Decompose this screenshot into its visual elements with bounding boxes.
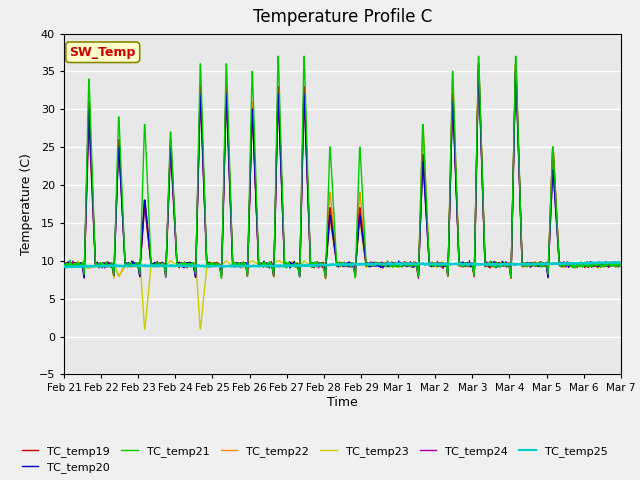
Line: TC_temp25: TC_temp25	[64, 262, 621, 268]
TC_temp22	[171, 216, 179, 222]
TC_temp20	[544, 275, 552, 281]
Line: TC_temp20: TC_temp20	[64, 72, 621, 278]
TC_temp21	[552, 188, 559, 194]
TC_temp21	[184, 262, 191, 267]
TC_temp20	[475, 69, 483, 74]
TC_temp25	[429, 261, 437, 267]
Line: TC_temp24: TC_temp24	[64, 72, 621, 278]
TC_temp19	[170, 207, 178, 213]
TC_temp24	[60, 262, 68, 267]
TC_temp24	[429, 261, 437, 266]
Text: SW_Temp: SW_Temp	[70, 46, 136, 59]
TC_temp23	[429, 264, 437, 270]
TC_temp19	[552, 188, 559, 194]
TC_temp22	[429, 262, 437, 268]
TC_temp24	[184, 261, 191, 266]
TC_temp20	[429, 263, 436, 268]
TC_temp23	[475, 61, 483, 67]
TC_temp21	[502, 261, 510, 266]
TC_temp22	[475, 61, 483, 67]
TC_temp19	[502, 262, 509, 268]
TC_temp21	[246, 139, 254, 144]
TC_temp23	[552, 188, 559, 194]
TC_temp19	[475, 61, 483, 67]
TC_temp23	[171, 261, 179, 266]
TC_temp22	[502, 263, 510, 268]
TC_temp22	[110, 275, 118, 281]
TC_temp21	[218, 276, 225, 281]
TC_temp19	[507, 276, 515, 281]
TC_temp23	[617, 264, 625, 269]
TC_temp24	[552, 203, 559, 208]
TC_temp23	[60, 262, 68, 267]
TC_temp20	[184, 260, 191, 265]
X-axis label: Time: Time	[327, 396, 358, 409]
Y-axis label: Temperature (C): Temperature (C)	[20, 153, 33, 255]
TC_temp25	[63, 265, 70, 271]
TC_temp24	[502, 263, 510, 269]
TC_temp24	[475, 69, 483, 74]
TC_temp24	[246, 181, 254, 187]
TC_temp21	[60, 264, 68, 270]
TC_temp22	[617, 261, 625, 266]
TC_temp21	[170, 204, 178, 210]
TC_temp20	[502, 262, 509, 267]
Title: Temperature Profile C: Temperature Profile C	[253, 9, 432, 26]
TC_temp25	[171, 264, 179, 269]
TC_temp24	[617, 263, 625, 268]
TC_temp19	[617, 261, 625, 266]
Line: TC_temp21: TC_temp21	[64, 56, 621, 278]
TC_temp25	[246, 263, 254, 269]
TC_temp20	[617, 262, 625, 268]
TC_temp19	[429, 260, 436, 266]
TC_temp24	[170, 214, 178, 220]
TC_temp23	[184, 261, 192, 267]
TC_temp23	[246, 259, 254, 264]
TC_temp20	[552, 202, 559, 207]
TC_temp21	[617, 262, 625, 268]
TC_temp20	[60, 261, 68, 267]
TC_temp20	[246, 177, 254, 183]
Line: TC_temp19: TC_temp19	[64, 64, 621, 278]
TC_temp19	[246, 177, 254, 183]
TC_temp21	[274, 53, 282, 59]
TC_temp25	[60, 264, 68, 269]
TC_temp22	[552, 189, 559, 194]
TC_temp21	[429, 262, 437, 268]
TC_temp24	[415, 275, 422, 281]
TC_temp22	[184, 262, 192, 267]
TC_temp23	[141, 326, 148, 332]
TC_temp25	[502, 262, 509, 267]
Legend: TC_temp19, TC_temp20, TC_temp21, TC_temp22, TC_temp23, TC_temp24, TC_temp25: TC_temp19, TC_temp20, TC_temp21, TC_temp…	[17, 441, 612, 478]
TC_temp22	[60, 262, 68, 267]
TC_temp19	[60, 261, 68, 267]
TC_temp22	[246, 158, 254, 164]
Line: TC_temp23: TC_temp23	[64, 64, 621, 329]
TC_temp23	[502, 262, 510, 268]
TC_temp20	[170, 210, 178, 216]
TC_temp19	[184, 262, 191, 267]
TC_temp25	[617, 260, 625, 266]
TC_temp25	[184, 263, 192, 269]
TC_temp25	[551, 260, 559, 266]
TC_temp25	[611, 259, 618, 265]
Line: TC_temp22: TC_temp22	[64, 64, 621, 278]
